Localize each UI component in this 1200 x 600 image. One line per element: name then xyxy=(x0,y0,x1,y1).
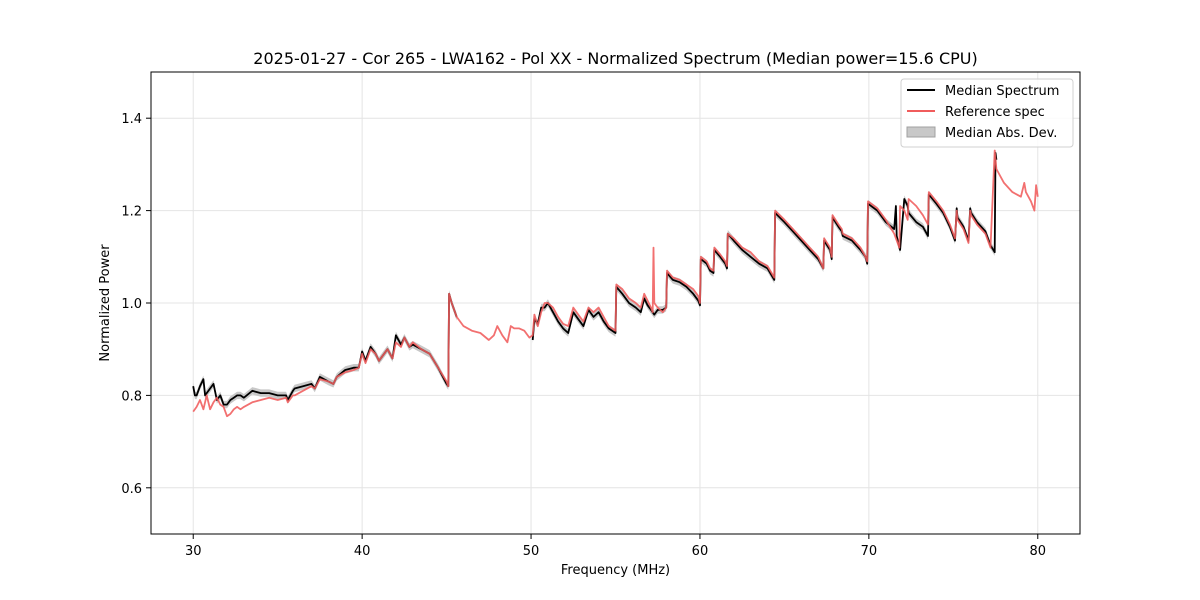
y-tick-label: 1.0 xyxy=(121,297,142,312)
y-axis-label: Normalized Power xyxy=(98,244,113,362)
y-tick-label: 0.8 xyxy=(121,389,142,404)
y-tick-label: 0.6 xyxy=(121,482,142,497)
legend-label: Median Abs. Dev. xyxy=(945,126,1057,141)
legend: Median Spectrum Reference spec Median Abs.… xyxy=(900,78,1074,148)
legend-label: Reference spec xyxy=(945,105,1045,120)
x-tick-label: 40 xyxy=(354,544,371,559)
chart-title: 2025-01-27 - Cor 265 - LWA162 - Pol XX -… xyxy=(253,49,977,68)
legend-box xyxy=(900,78,1074,148)
plot-area xyxy=(192,149,1039,418)
ticks: 30 40 50 60 70 80 0.6 0.8 1.0 1.2 1.4 xyxy=(121,112,1046,559)
legend-label: Median Spectrum xyxy=(945,84,1059,99)
x-tick-label: 80 xyxy=(1029,544,1046,559)
y-tick-label: 1.4 xyxy=(121,112,142,127)
x-axis-label: Frequency (MHz) xyxy=(561,563,670,578)
x-tick-label: 30 xyxy=(185,544,202,559)
x-tick-label: 60 xyxy=(692,544,709,559)
x-tick-label: 70 xyxy=(861,544,878,559)
reference-spec-line xyxy=(192,149,1039,418)
legend-swatch xyxy=(906,126,936,138)
x-tick-label: 50 xyxy=(523,544,540,559)
y-tick-label: 1.2 xyxy=(121,205,142,220)
